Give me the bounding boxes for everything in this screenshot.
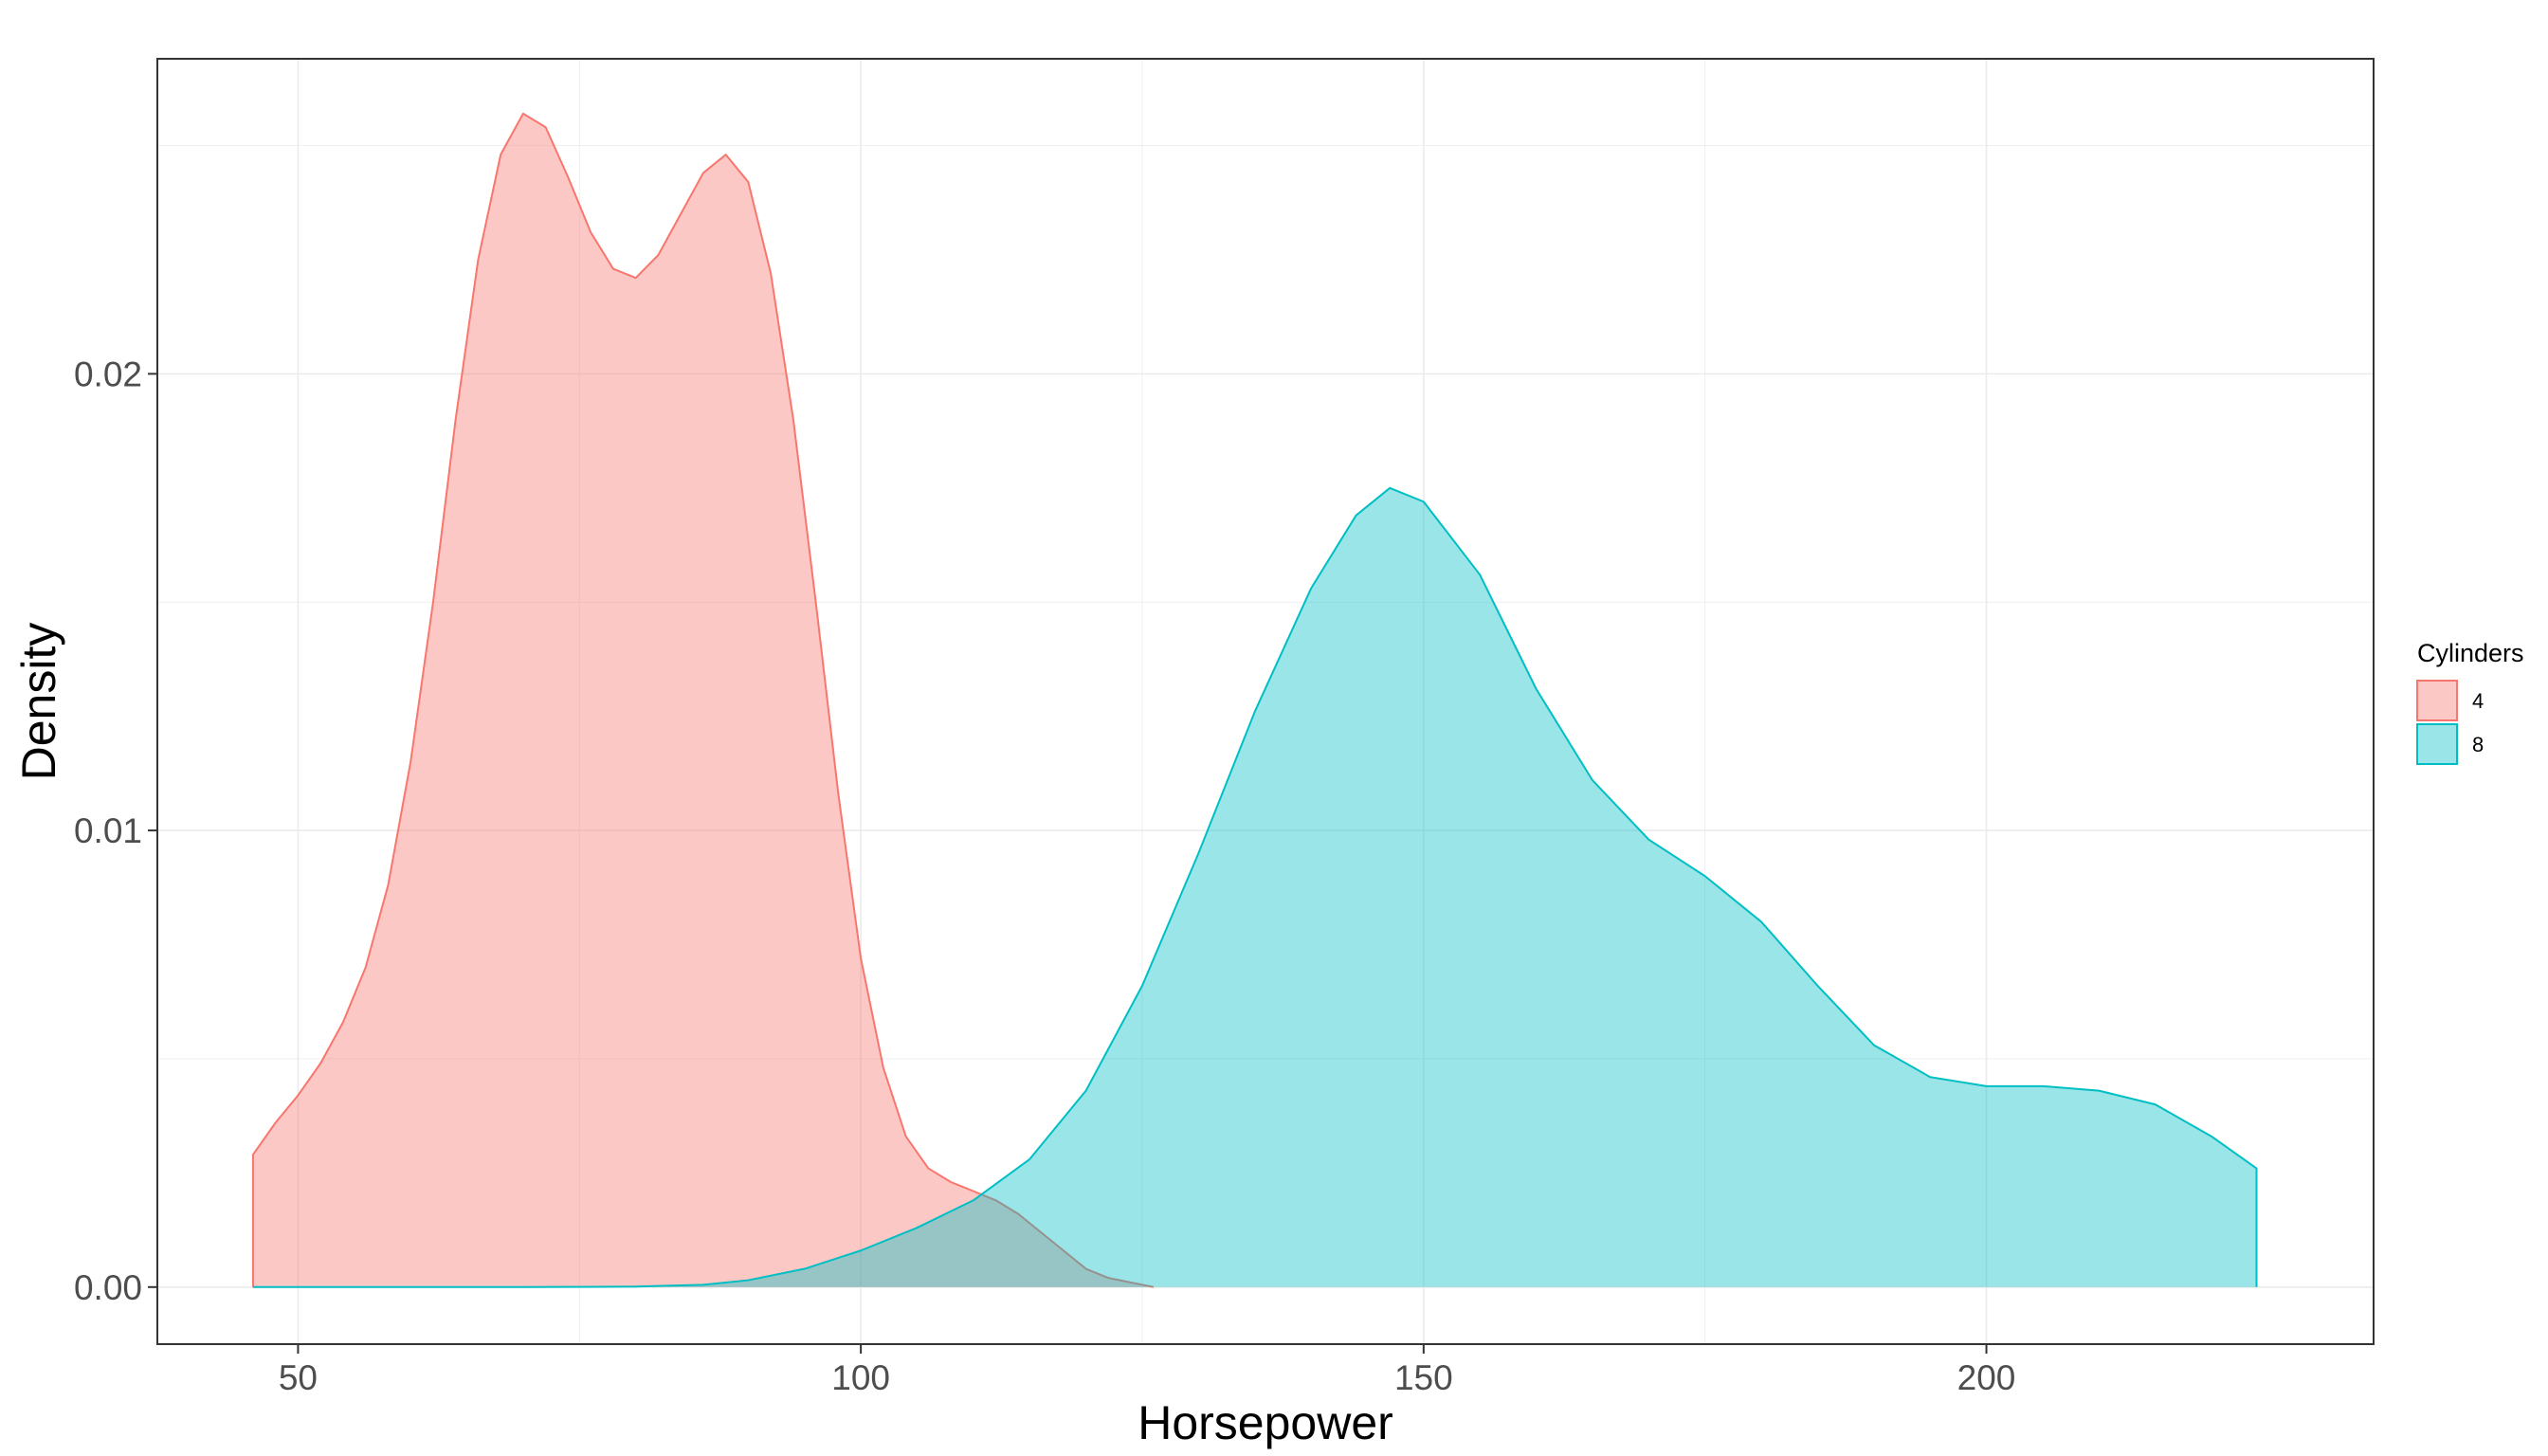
x-axis: 50 100 150 200: [279, 1344, 2016, 1397]
density-areas: [251, 112, 2258, 1288]
y-tick-label: 0.01: [74, 811, 142, 850]
density-area-cyl-8: [252, 487, 2257, 1287]
y-tick-label: 0.02: [74, 355, 142, 393]
density-line-cyl-4: [251, 112, 1155, 1288]
x-tick-label: 150: [1394, 1358, 1453, 1397]
legend-label-cyl-8: 8: [2472, 733, 2484, 756]
x-tick-label: 100: [831, 1358, 890, 1397]
x-axis-title: Horsepower: [1138, 1396, 1393, 1449]
y-tick-label: 0.00: [74, 1268, 142, 1307]
legend-label-cyl-4: 4: [2472, 689, 2484, 713]
panel-border: [156, 58, 2375, 1345]
x-tick-label: 50: [279, 1358, 318, 1397]
legend-title: Cylinders: [2417, 639, 2524, 667]
density-line-cyl-8: [252, 486, 2258, 1288]
y-axis-title: Density: [12, 623, 65, 781]
density-area-cyl-4: [252, 113, 1154, 1287]
legend-key-cyl-8: [2416, 723, 2458, 765]
y-axis: 0.00 0.01 0.02: [74, 355, 157, 1307]
x-tick-label: 200: [1957, 1358, 2016, 1397]
legend: Cylinders 4 8: [2416, 639, 2524, 765]
legend-key-cyl-4: [2416, 680, 2458, 721]
